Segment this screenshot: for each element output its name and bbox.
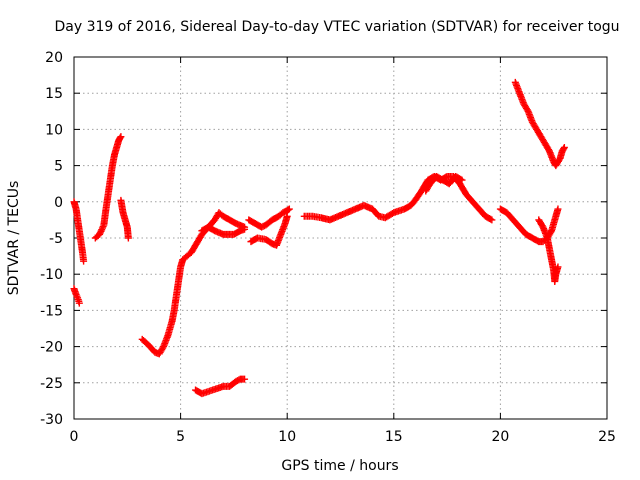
data-point (487, 215, 495, 223)
series-segment-9 (247, 212, 291, 249)
series-segment-7 (192, 375, 249, 398)
data-point (284, 206, 292, 214)
data-points (70, 78, 568, 398)
series-segment-4 (117, 196, 132, 242)
data-point (80, 257, 88, 265)
grid (74, 57, 607, 419)
data-point (283, 212, 291, 220)
data-point (554, 205, 562, 213)
x-tick-label: 20 (491, 429, 509, 445)
data-point (241, 225, 249, 233)
y-tick-label: 20 (45, 50, 63, 66)
series-segment-11 (422, 172, 466, 195)
data-point (98, 224, 106, 232)
data-point (547, 228, 555, 236)
chart-title: Day 319 of 2016, Sidereal Day-to-day VTE… (54, 19, 619, 35)
y-tick-label: 15 (45, 86, 63, 102)
data-point (96, 229, 104, 237)
x-tick-label: 0 (70, 429, 79, 445)
axis-ticks (73, 56, 608, 420)
y-tick-label: -20 (40, 340, 63, 356)
data-point (458, 176, 466, 184)
x-tick-label: 15 (385, 429, 403, 445)
data-point (99, 223, 107, 231)
series-segment-3 (91, 133, 125, 242)
data-point (488, 216, 496, 224)
data-point (96, 230, 104, 238)
data-point (560, 144, 568, 151)
y-tick-label: 0 (54, 195, 63, 211)
data-point (117, 133, 125, 141)
y-tick-label: -10 (40, 267, 63, 283)
y-tick-label: -30 (40, 412, 63, 428)
data-point (75, 299, 83, 307)
series-segment-12 (496, 205, 562, 246)
series-segment-6 (198, 223, 249, 238)
data-point (457, 175, 465, 183)
series-segment-8 (245, 205, 293, 231)
data-point (560, 145, 568, 153)
data-point (124, 234, 132, 242)
y-tick-label: 5 (54, 159, 63, 175)
y-tick-label: -25 (40, 376, 63, 392)
series-segment-14 (511, 78, 568, 170)
x-tick-label: 5 (176, 429, 185, 445)
y-axis-label: SDTVAR / TECUs (6, 181, 22, 296)
series-segment-1 (70, 285, 83, 307)
data-point (241, 375, 249, 383)
y-tick-label: 10 (45, 122, 63, 138)
data-point (116, 134, 124, 142)
data-point (97, 227, 105, 235)
x-tick-label: 10 (278, 429, 296, 445)
x-tick-label: 25 (598, 429, 616, 445)
data-point (98, 226, 106, 234)
series-segment-2 (70, 198, 88, 265)
y-tick-label: -5 (49, 231, 63, 247)
data-point (554, 263, 562, 271)
series-segment-13 (535, 216, 562, 285)
y-tick-label: -15 (40, 303, 63, 319)
axis-tick-labels: 0 5 10 15 20 25 20 15 10 5 0 -5 -10 -15 -20 -25 -30 (40, 50, 616, 445)
x-axis-label: GPS time / hours (281, 458, 398, 474)
series-segment-10 (300, 172, 496, 224)
data-point (285, 205, 293, 213)
series-segment-5 (138, 209, 249, 358)
